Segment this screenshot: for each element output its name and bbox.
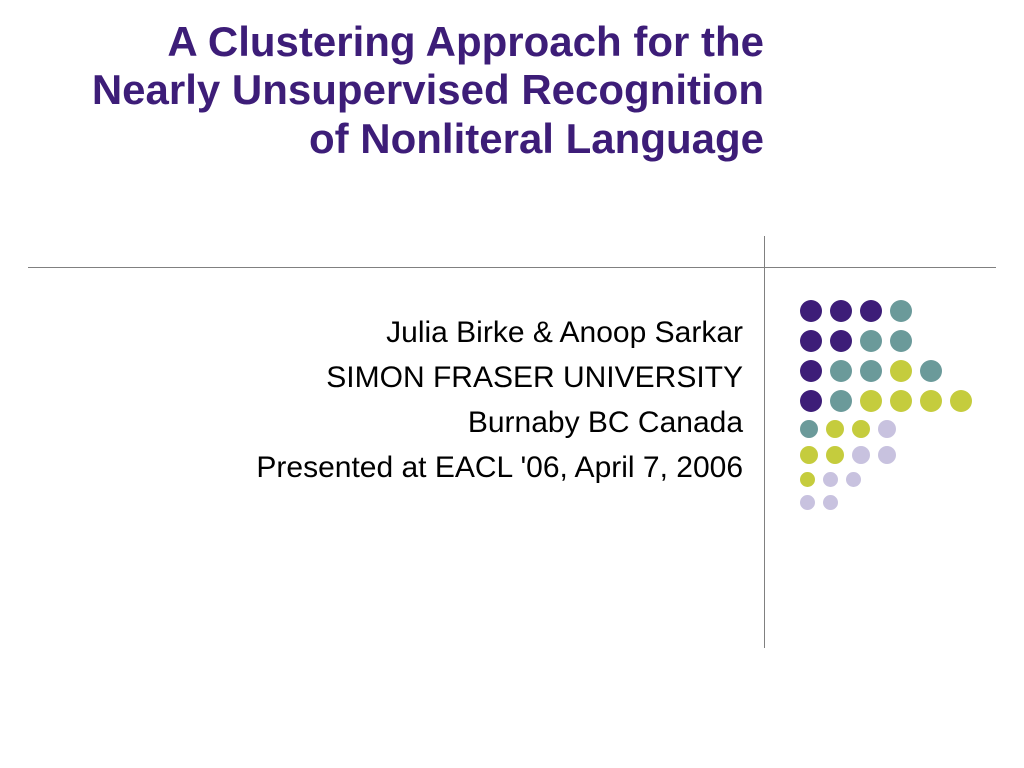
dot-icon xyxy=(890,300,912,322)
dot-icon xyxy=(920,360,942,382)
horizontal-divider xyxy=(28,267,996,268)
dot-icon xyxy=(890,390,912,412)
author-line: Julia Birke & Anoop Sarkar xyxy=(60,310,743,355)
dot-row xyxy=(800,330,972,352)
dot-row xyxy=(800,446,972,464)
dot-icon xyxy=(890,330,912,352)
dot-row xyxy=(800,495,972,510)
dot-icon xyxy=(860,300,882,322)
dot-icon xyxy=(860,360,882,382)
location-line: Burnaby BC Canada xyxy=(60,400,743,445)
dot-icon xyxy=(823,472,838,487)
dot-icon xyxy=(852,446,870,464)
dot-icon xyxy=(846,472,861,487)
body-text: Julia Birke & Anoop Sarkar SIMON FRASER … xyxy=(60,310,743,490)
dot-icon xyxy=(878,420,896,438)
dot-icon xyxy=(950,390,972,412)
dot-icon xyxy=(800,300,822,322)
dot-icon xyxy=(830,360,852,382)
dot-icon xyxy=(860,390,882,412)
dot-icon xyxy=(826,420,844,438)
dot-icon xyxy=(800,446,818,464)
dot-row xyxy=(800,300,972,322)
vertical-divider xyxy=(764,236,765,648)
dot-decoration xyxy=(800,300,972,518)
dot-icon xyxy=(920,390,942,412)
venue-line: Presented at EACL '06, April 7, 2006 xyxy=(60,445,743,490)
dot-row xyxy=(800,472,972,487)
dot-icon xyxy=(830,330,852,352)
dot-icon xyxy=(800,360,822,382)
dot-icon xyxy=(800,420,818,438)
dot-icon xyxy=(860,330,882,352)
dot-icon xyxy=(800,330,822,352)
dot-row xyxy=(800,420,972,438)
dot-icon xyxy=(826,446,844,464)
slide-title: A Clustering Approach for the Nearly Uns… xyxy=(60,18,764,163)
dot-icon xyxy=(800,472,815,487)
dot-icon xyxy=(830,390,852,412)
dot-icon xyxy=(890,360,912,382)
dot-icon xyxy=(800,495,815,510)
dot-row xyxy=(800,390,972,412)
dot-icon xyxy=(830,300,852,322)
affiliation-line: SIMON FRASER UNIVERSITY xyxy=(60,355,743,400)
slide: A Clustering Approach for the Nearly Uns… xyxy=(0,0,1024,768)
dot-icon xyxy=(878,446,896,464)
dot-icon xyxy=(823,495,838,510)
dot-icon xyxy=(852,420,870,438)
dot-icon xyxy=(800,390,822,412)
dot-row xyxy=(800,360,972,382)
